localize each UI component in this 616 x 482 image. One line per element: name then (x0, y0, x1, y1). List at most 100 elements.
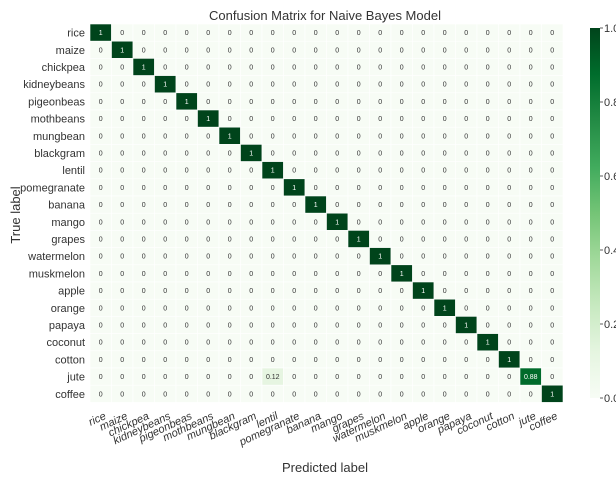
cell-value-label: 0 (378, 30, 382, 37)
cell-value-label: 0 (163, 357, 167, 364)
cell-value-label: 0 (120, 237, 124, 244)
y-tick-label: papaya (49, 320, 86, 332)
x-axis-label: Predicted label (282, 460, 368, 475)
cell-value-label: 0 (421, 133, 425, 140)
cell-value-label: 0 (292, 168, 296, 175)
cell-value-label: 0 (271, 151, 275, 158)
cell-value-label: 0 (314, 305, 318, 312)
cell-value-label: 0 (314, 374, 318, 381)
cell-value-label: 1 (443, 305, 447, 312)
cell-value-label: 0 (314, 116, 318, 123)
cell-value-label: 0 (378, 219, 382, 226)
cell-value-label: 0 (550, 47, 554, 54)
cell-value-label: 0 (206, 82, 210, 89)
cell-value-label: 0 (185, 47, 189, 54)
cell-value-label: 0 (443, 374, 447, 381)
cell-value-label: 0 (529, 357, 533, 364)
cell-value-label: 0 (314, 47, 318, 54)
cell-value-label: 0 (185, 202, 189, 209)
cell-value-label: 0 (271, 65, 275, 72)
cell-value-label: 0 (271, 133, 275, 140)
cell-value-label: 0 (120, 219, 124, 226)
cell-value-label: 0 (163, 340, 167, 347)
cell-value-label: 0 (271, 323, 275, 330)
cell-value-label: 0 (335, 357, 339, 364)
cell-value-label: 0 (357, 288, 361, 295)
cell-value-label: 0 (99, 185, 103, 192)
cell-value-label: 0 (550, 237, 554, 244)
cell-value-label: 0 (400, 65, 404, 72)
cell-value-label: 0 (443, 30, 447, 37)
cell-value-label: 0 (507, 305, 511, 312)
cell-value-label: 0 (314, 391, 318, 398)
cell-value-label: 0 (550, 374, 554, 381)
cell-value-label: 0 (314, 99, 318, 106)
cell-value-label: 0 (421, 254, 425, 261)
cell-value-label: 0 (120, 374, 124, 381)
cell-value-label: 0 (421, 65, 425, 72)
cell-value-label: 0 (163, 151, 167, 158)
cell-value-label: 0 (443, 99, 447, 106)
cell-value-label: 0 (292, 65, 296, 72)
colorbar-tick-label: 0.4 (604, 245, 616, 257)
cell-value-label: 0 (507, 323, 511, 330)
cell-value-label: 0 (99, 391, 103, 398)
cell-value-label: 0 (464, 305, 468, 312)
cell-value-label: 0 (529, 185, 533, 192)
cell-value-label: 1 (378, 254, 382, 261)
cell-value-label: 0 (292, 82, 296, 89)
cell-value-label: 0 (314, 357, 318, 364)
cell-value-label: 0 (464, 47, 468, 54)
cell-value-label: 0 (228, 323, 232, 330)
cell-value-label: 0 (228, 202, 232, 209)
cell-value-label: 0 (292, 374, 296, 381)
cell-value-label: 0 (228, 116, 232, 123)
cell-value-label: 0 (357, 323, 361, 330)
cell-value-label: 1 (271, 168, 275, 175)
cell-value-label: 0 (142, 202, 146, 209)
cell-value-label: 0 (292, 323, 296, 330)
cell-value-label: 0 (335, 133, 339, 140)
cell-value-label: 0 (357, 185, 361, 192)
cell-value-label: 0.12 (266, 374, 280, 381)
cell-value-label: 0 (421, 47, 425, 54)
cell-value-label: 0 (550, 151, 554, 158)
cell-value-label: 0 (292, 254, 296, 261)
cell-value-label: 0 (464, 288, 468, 295)
cell-value-label: 0 (314, 219, 318, 226)
cell-value-label: 0 (185, 116, 189, 123)
cell-value-label: 0 (443, 340, 447, 347)
y-tick-label: mango (51, 217, 85, 229)
cell-value-label: 0 (464, 357, 468, 364)
cell-value-label: 0 (120, 357, 124, 364)
cell-value-label: 0 (249, 391, 253, 398)
y-tick-label: muskmelon (29, 268, 85, 280)
cell-value-label: 0 (120, 323, 124, 330)
cell-value-label: 0 (443, 357, 447, 364)
cell-value-label: 0 (271, 288, 275, 295)
cell-value-label: 0 (206, 30, 210, 37)
cell-value-label: 0 (378, 133, 382, 140)
cell-value-label: 0 (529, 47, 533, 54)
cell-value-label: 0 (400, 202, 404, 209)
cell-value-label: 0 (550, 133, 554, 140)
cell-value-label: 0 (529, 323, 533, 330)
colorbar-tick-labels: 1.0 0.8 0.6 0.4 0.2 0.0 (600, 23, 616, 405)
cell-value-label: 0 (271, 116, 275, 123)
cell-value-label: 0 (185, 30, 189, 37)
cell-value-label: 0 (163, 47, 167, 54)
cell-value-label: 0 (185, 151, 189, 158)
cell-value-label: 0 (443, 47, 447, 54)
y-tick-label: rice (67, 28, 85, 40)
cell-value-label: 0 (206, 168, 210, 175)
cell-value-label: 0 (271, 47, 275, 54)
cell-value-label: 0 (507, 99, 511, 106)
cell-value-label: 0 (99, 323, 103, 330)
cell-value-label: 0 (421, 82, 425, 89)
cell-value-label: 0 (120, 305, 124, 312)
cell-value-label: 0 (400, 305, 404, 312)
cell-value-label: 0 (550, 271, 554, 278)
cell-value-label: 0 (249, 82, 253, 89)
cell-value-label: 0 (292, 357, 296, 364)
cell-value-label: 0 (99, 47, 103, 54)
